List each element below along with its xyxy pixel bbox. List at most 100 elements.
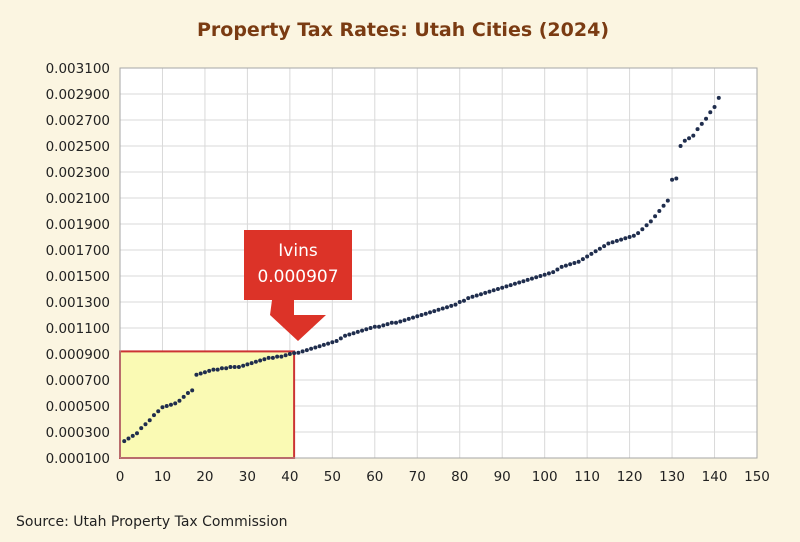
data-point bbox=[292, 351, 297, 356]
data-point bbox=[678, 144, 683, 148]
data-point bbox=[177, 398, 182, 403]
data-point bbox=[606, 241, 611, 246]
data-point bbox=[377, 324, 382, 329]
data-point bbox=[555, 267, 560, 272]
data-point bbox=[287, 352, 292, 356]
data-point bbox=[160, 405, 165, 410]
data-point bbox=[648, 219, 653, 224]
data-point bbox=[708, 110, 713, 115]
data-point bbox=[691, 133, 696, 138]
data-point bbox=[304, 348, 309, 353]
data-point bbox=[147, 418, 152, 423]
data-point bbox=[253, 359, 258, 364]
plot-border bbox=[119, 67, 758, 459]
data-point bbox=[275, 354, 280, 359]
data-point bbox=[355, 329, 360, 334]
y-tick-label: 0.000300 bbox=[46, 425, 110, 441]
data-point bbox=[309, 346, 314, 351]
data-point bbox=[381, 323, 386, 328]
data-point bbox=[657, 209, 662, 213]
callout-city-label: Ivins bbox=[278, 241, 318, 261]
x-tick-label: 140 bbox=[702, 469, 728, 485]
data-point bbox=[559, 264, 564, 269]
data-point bbox=[631, 233, 636, 238]
data-point bbox=[347, 332, 352, 337]
data-point bbox=[185, 391, 190, 395]
x-tick-label: 10 bbox=[154, 469, 171, 485]
data-point bbox=[504, 284, 509, 289]
y-tick-label: 0.002900 bbox=[46, 87, 110, 103]
data-point bbox=[712, 105, 717, 109]
data-point bbox=[483, 290, 488, 295]
data-point bbox=[602, 244, 607, 249]
data-point bbox=[122, 439, 127, 444]
data-point bbox=[453, 302, 458, 307]
callout-box bbox=[244, 230, 352, 300]
x-tick-label: 100 bbox=[532, 469, 558, 485]
data-point bbox=[343, 333, 348, 338]
data-point bbox=[334, 339, 339, 343]
data-point bbox=[521, 279, 526, 284]
y-tick-label: 0.000500 bbox=[46, 399, 110, 415]
callout-arrow bbox=[270, 300, 326, 341]
data-point bbox=[173, 401, 178, 406]
x-tick-label: 70 bbox=[409, 469, 426, 485]
data-point bbox=[674, 176, 679, 181]
data-point bbox=[411, 315, 416, 320]
data-point bbox=[491, 288, 496, 293]
data-point bbox=[194, 372, 199, 377]
y-tick-label: 0.000900 bbox=[46, 347, 110, 363]
x-tick-label: 0 bbox=[116, 469, 125, 485]
data-point bbox=[372, 324, 377, 329]
data-point bbox=[364, 327, 369, 332]
data-point bbox=[406, 316, 411, 321]
source-note: Source: Utah Property Tax Commission bbox=[16, 514, 288, 530]
data-point bbox=[236, 365, 241, 369]
data-point bbox=[670, 177, 675, 182]
data-point bbox=[198, 371, 203, 376]
data-point bbox=[529, 276, 534, 281]
y-tick-label: 0.001900 bbox=[46, 217, 110, 233]
data-point bbox=[716, 95, 721, 100]
data-point bbox=[262, 357, 267, 362]
x-tick-label: 30 bbox=[239, 469, 256, 485]
data-points bbox=[122, 95, 721, 444]
y-tick-label: 0.001100 bbox=[46, 321, 110, 337]
data-point bbox=[665, 198, 670, 203]
gridlines bbox=[119, 67, 758, 459]
data-point bbox=[164, 404, 169, 408]
data-point bbox=[619, 237, 624, 242]
y-tick-label: 0.001700 bbox=[46, 243, 110, 259]
data-point bbox=[682, 138, 687, 143]
data-point bbox=[538, 274, 543, 278]
data-point bbox=[487, 289, 492, 294]
data-point bbox=[644, 223, 649, 228]
data-point bbox=[640, 227, 645, 232]
y-tick-label: 0.002300 bbox=[46, 165, 110, 181]
y-tick-label: 0.002500 bbox=[46, 139, 110, 155]
x-tick-label: 50 bbox=[324, 469, 341, 485]
y-tick-labels: 0.000100 0.000300 0.000500 0.000700 0.000900… bbox=[46, 61, 110, 467]
data-point bbox=[232, 365, 237, 369]
x-tick-label: 150 bbox=[744, 469, 770, 485]
data-point bbox=[402, 318, 407, 323]
data-point bbox=[449, 303, 454, 308]
data-point bbox=[623, 236, 628, 241]
data-point bbox=[636, 231, 641, 236]
data-point bbox=[495, 287, 500, 291]
data-point bbox=[296, 350, 301, 355]
data-point bbox=[466, 296, 471, 301]
data-point bbox=[181, 394, 186, 399]
y-tick-label: 0.000700 bbox=[46, 373, 110, 389]
data-point bbox=[139, 426, 144, 431]
x-tick-label: 40 bbox=[281, 469, 298, 485]
data-point bbox=[326, 341, 331, 346]
data-point bbox=[478, 292, 483, 297]
data-point bbox=[279, 354, 284, 359]
data-point bbox=[699, 121, 704, 126]
data-point bbox=[474, 293, 479, 298]
data-point bbox=[508, 283, 513, 288]
callout-value-label: 0.000907 bbox=[257, 267, 338, 287]
x-tick-labels: 0 10 20 30 40 50 60 70 80 90 100 110 120 130 140 150 bbox=[116, 469, 770, 485]
